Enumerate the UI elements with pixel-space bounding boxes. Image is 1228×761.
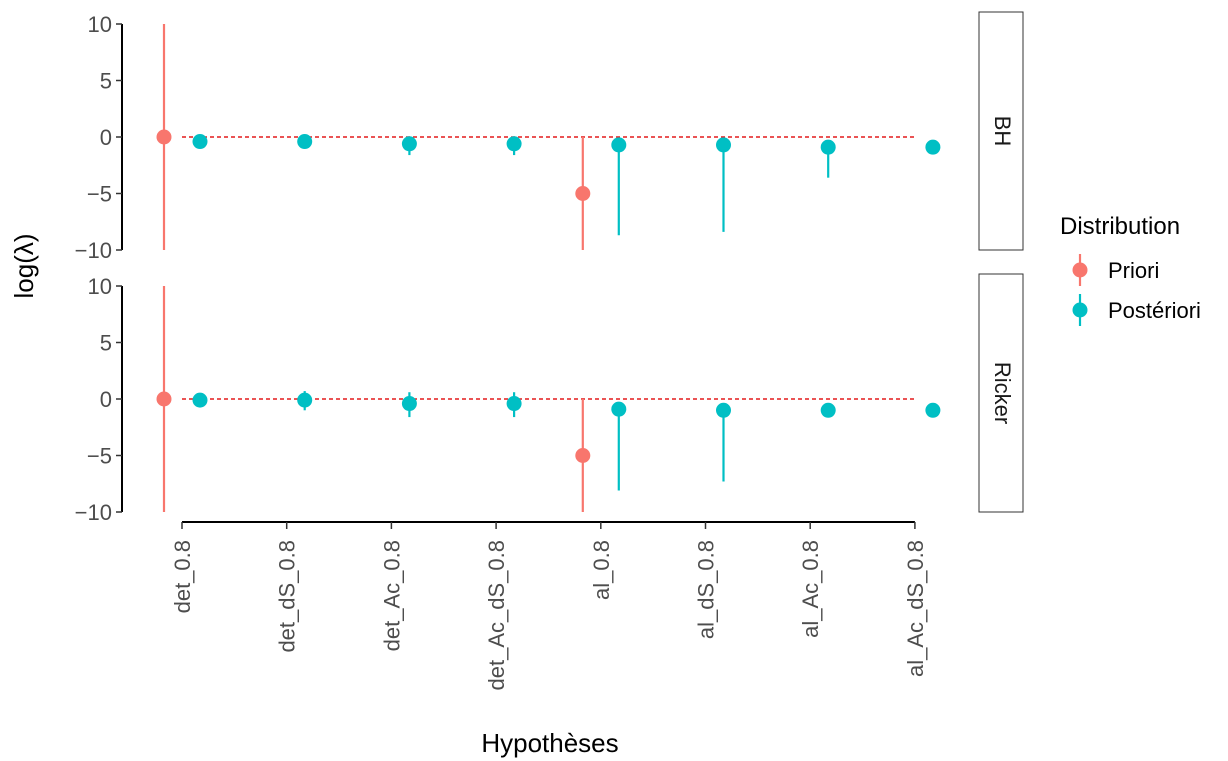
data-point [192, 134, 208, 150]
data-point [506, 396, 522, 412]
y-tick-label: 0 [100, 387, 112, 412]
facet-strip-bh: BH [978, 11, 1024, 251]
facet-strip-ricker: Ricker [978, 273, 1024, 513]
y-tick-label: −10 [75, 500, 112, 525]
y-tick-label: 10 [88, 274, 112, 299]
x-tick-label: det_0.8 [170, 540, 195, 613]
data-point [297, 392, 313, 408]
plot-panels: 10 5 0 −5 −10 BH 10 5 0 −5 −10 Ricker [75, 11, 1024, 525]
y-tick-label: −5 [87, 444, 112, 469]
legend-key-point [1072, 302, 1088, 318]
x-axis: det_0.8 det_dS_0.8 det_Ac_0.8 det_Ac_dS_0.8… [170, 521, 928, 690]
data-point [611, 137, 627, 153]
point-priori-det_0.8 [156, 24, 172, 250]
data-point [611, 401, 627, 417]
x-axis-title: Hypothèses [481, 728, 618, 758]
x-tick-label: al_Ac_dS_0.8 [903, 540, 928, 677]
point-postériori-det_dS_0.8 [297, 391, 313, 411]
data-point [297, 134, 313, 150]
x-tick-label: det_Ac_0.8 [379, 540, 404, 651]
y-tick-label: 10 [88, 12, 112, 37]
legend-label: Postériori [1108, 298, 1201, 323]
data-point [925, 139, 941, 155]
legend-item-postériori: Postériori [1072, 294, 1201, 326]
x-tick-label: det_dS_0.8 [275, 540, 300, 653]
y-tick-label: −10 [75, 238, 112, 263]
panel-bh: 10 5 0 −5 −10 BH [75, 11, 1024, 263]
x-tick-label: det_Ac_dS_0.8 [484, 540, 509, 690]
point-postériori-al_dS_0.8 [716, 137, 731, 232]
point-priori-al_0.8 [575, 137, 591, 250]
data-point [575, 186, 591, 201]
point-postériori-det_Ac_dS_0.8 [506, 136, 522, 156]
data-point [401, 136, 417, 152]
data-point [575, 448, 591, 463]
y-axis-title: log(λ) [9, 233, 39, 298]
x-tick-label: al_dS_0.8 [694, 540, 719, 639]
y-tick-label: 0 [100, 125, 112, 150]
point-postériori-det_Ac_0.8 [401, 136, 417, 156]
point-postériori-det_Ac_0.8 [401, 392, 417, 418]
data-point [716, 402, 731, 418]
data-point [506, 136, 522, 152]
data-point [820, 402, 836, 418]
point-postériori-det_dS_0.8 [297, 134, 313, 150]
point-postériori-al_Ac_0.8 [820, 139, 836, 178]
facet-strip-box [978, 11, 1024, 251]
data-point [820, 139, 836, 155]
x-tick-label: al_Ac_0.8 [798, 540, 823, 638]
point-postériori-al_0.8 [611, 137, 627, 236]
data-point [925, 402, 941, 418]
facet-strip-box [978, 273, 1024, 513]
point-priori-al_0.8 [575, 399, 591, 512]
facet-strip-label: BH [990, 116, 1015, 147]
data-point [156, 391, 172, 407]
legend: Distribution Priori Postériori [1060, 213, 1201, 326]
data-point [716, 137, 731, 153]
facet-strip-label: Ricker [990, 362, 1015, 424]
point-postériori-al_Ac_dS_0.8 [925, 139, 941, 155]
data-point [192, 392, 208, 408]
legend-title: Distribution [1060, 213, 1180, 240]
legend-item-priori: Priori [1072, 254, 1159, 286]
legend-key-point [1072, 262, 1088, 278]
point-postériori-al_0.8 [611, 401, 627, 491]
y-tick-label: 5 [100, 69, 112, 94]
x-tick-label: al_0.8 [589, 540, 614, 600]
point-postériori-det_0.8 [192, 392, 208, 408]
point-postériori-det_Ac_dS_0.8 [506, 392, 522, 418]
y-tick-label: 5 [100, 331, 112, 356]
point-postériori-det_0.8 [192, 134, 208, 150]
point-postériori-al_Ac_dS_0.8 [925, 402, 941, 418]
data-point [156, 129, 172, 145]
legend-label: Priori [1108, 258, 1159, 283]
point-postériori-al_dS_0.8 [716, 402, 731, 482]
legend-items: Priori Postériori [1072, 254, 1201, 326]
data-point [401, 396, 417, 412]
point-postériori-al_Ac_0.8 [820, 402, 836, 418]
y-tick-label: −5 [87, 182, 112, 207]
panel-ricker: 10 5 0 −5 −10 Ricker [75, 273, 1024, 525]
point-priori-det_0.8 [156, 286, 172, 512]
